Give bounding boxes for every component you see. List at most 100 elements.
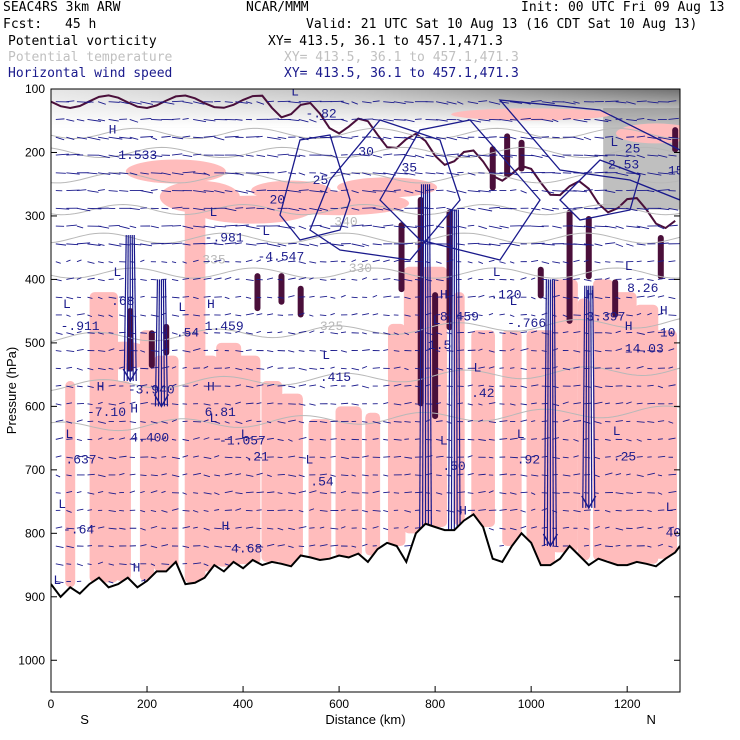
wind-vector — [467, 295, 476, 298]
wind-vector — [161, 473, 167, 476]
wind-vector — [520, 277, 527, 280]
wind-vector — [87, 509, 93, 511]
wind-vector — [562, 314, 568, 318]
wind-vector — [55, 581, 64, 584]
pv-extremum-letter: L — [63, 297, 71, 312]
wind-vector — [171, 261, 177, 264]
wind-vector — [235, 207, 244, 209]
wind-vector — [245, 225, 260, 230]
wind-vector — [97, 154, 110, 159]
wind-vector — [425, 119, 439, 121]
wind-vector — [414, 330, 421, 334]
wind-vector — [499, 261, 506, 264]
wind-vector — [298, 119, 309, 123]
wind-vector — [108, 296, 117, 299]
wind-vector — [351, 403, 359, 406]
wind-vector — [573, 225, 585, 228]
wind-vector — [245, 402, 254, 405]
wind-vector — [97, 314, 105, 317]
wind-vector — [636, 135, 646, 138]
wind-vector — [668, 207, 679, 211]
wind-vector — [203, 119, 216, 122]
wind-vector — [404, 510, 412, 513]
wind-vector — [97, 385, 103, 388]
wind-vector — [636, 278, 644, 280]
wind-vector — [76, 101, 91, 103]
pv-extremum-letter: L — [322, 348, 330, 363]
wind-vector — [393, 154, 406, 156]
wind-vector — [235, 154, 244, 157]
wind-vector — [446, 101, 457, 105]
wind-vector — [224, 190, 233, 193]
wind-vector — [404, 402, 412, 405]
wind-vector — [583, 544, 589, 547]
wind-vector — [435, 101, 449, 105]
wind-vector — [55, 261, 61, 264]
wind-vector — [309, 508, 315, 511]
direction-left-label: S — [80, 712, 89, 727]
wind-vector — [330, 243, 344, 247]
wind-vector — [657, 295, 665, 298]
pv-extremum-letter: L — [209, 205, 217, 220]
wind-vector — [203, 510, 209, 512]
wind-vector — [435, 367, 444, 371]
wind-vector — [288, 438, 293, 442]
wind-vector — [362, 455, 369, 458]
wind-vector-strong — [131, 234, 134, 381]
wind-vector — [562, 456, 569, 459]
wind-vector — [203, 366, 209, 369]
wind-vector — [435, 261, 442, 264]
wind-vector — [383, 421, 391, 424]
wind-vector — [193, 259, 199, 263]
pv-extremum-letter: L — [440, 433, 448, 448]
wind-vector — [298, 474, 305, 478]
wind-arrowhead — [581, 495, 597, 510]
x-tick-label: 1000 — [518, 697, 545, 711]
wind-vector — [235, 384, 242, 387]
wind-vector — [224, 296, 230, 300]
wind-vector — [288, 350, 295, 353]
pv-extremum-letter: L — [262, 224, 270, 239]
wind-vector — [66, 332, 74, 336]
pv-shade-tower — [551, 279, 578, 553]
wind-vector — [573, 243, 588, 246]
wind-vector — [193, 472, 202, 476]
wind-vector — [446, 190, 456, 194]
wind-vector — [97, 526, 105, 529]
wind-vector — [108, 314, 113, 318]
wind-vector — [626, 101, 636, 105]
pv-core — [278, 273, 285, 305]
wind-vector — [478, 490, 486, 494]
wind-vector — [182, 438, 190, 442]
wind-vector — [520, 367, 527, 370]
wind-vector — [182, 117, 189, 120]
wind-vector — [235, 190, 249, 194]
wind-vector — [245, 296, 252, 299]
wind-vector — [478, 332, 486, 335]
wind-vector — [182, 243, 191, 246]
wind-vector — [626, 154, 636, 157]
wind-vector — [340, 189, 349, 192]
wind-vector — [87, 367, 94, 371]
wind-vector — [108, 172, 121, 175]
wind-vector — [298, 490, 307, 494]
wind-vector — [636, 295, 645, 298]
wind-vector — [626, 314, 633, 317]
wind-vector — [657, 455, 666, 458]
wind-vector — [583, 154, 598, 157]
x-tick-label: 0 — [48, 697, 55, 711]
wind-vector — [319, 278, 327, 281]
y-tick-label: 600 — [25, 399, 45, 413]
wind-vector — [636, 243, 646, 246]
wind-vector — [298, 189, 309, 192]
legend-theta-name: Potential temperature — [8, 50, 173, 65]
wind-isotach — [498, 99, 680, 201]
wind-vector — [298, 403, 306, 406]
isotach-label: 20 — [269, 192, 285, 207]
wind-vector — [319, 438, 327, 441]
wind-vector — [362, 421, 368, 423]
wind-vector — [573, 402, 581, 405]
wind-vector — [552, 294, 560, 298]
wind-isotach — [309, 119, 461, 261]
wind-vector — [594, 296, 603, 299]
